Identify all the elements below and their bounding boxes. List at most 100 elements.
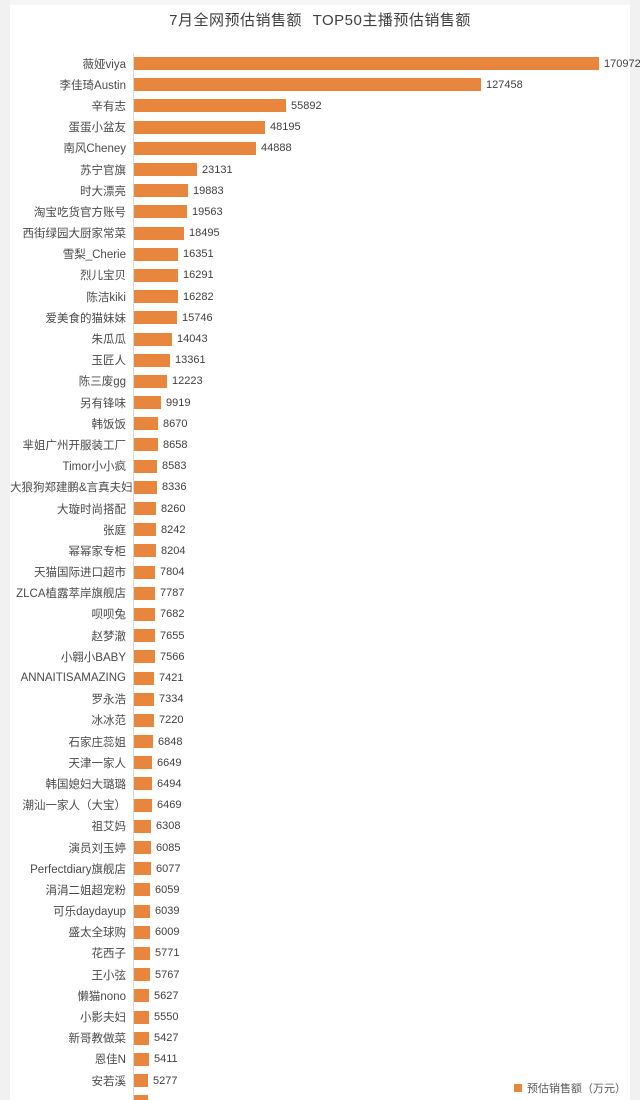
category-label: 祖艾妈 (91, 821, 127, 834)
bar-row: 辛有志 55892 (10, 95, 640, 117)
bar-zone: 6009 (133, 921, 640, 943)
bar-zone: 8658 (133, 434, 640, 456)
value-label: 6848 (158, 735, 183, 748)
bar (134, 798, 152, 812)
value-label: 6009 (155, 926, 180, 939)
category-label: 涓涓二姐超宠粉 (45, 884, 127, 897)
value-label: 7655 (160, 629, 185, 642)
bar-zone: 6494 (133, 773, 640, 795)
category-label: 芈姐广州开服装工厂 (22, 439, 127, 452)
bar (134, 841, 151, 855)
bar-row: 懒猫nono 5627 (10, 985, 640, 1007)
category-label: 蛋蛋小盆友 (68, 122, 127, 135)
value-label: 6308 (156, 820, 181, 833)
bar (134, 629, 155, 643)
bar (134, 523, 156, 537)
bar (134, 438, 158, 452)
bar-row: 天津一家人 6649 (10, 752, 640, 774)
value-label: 9919 (166, 396, 191, 409)
value-label: 5411 (154, 1053, 178, 1066)
category-label: 罗永浩 (91, 694, 127, 707)
value-label: 5771 (155, 947, 180, 960)
bar-zone: 5767 (133, 964, 640, 986)
category-label: 南风Cheney (63, 143, 126, 156)
category-label: 大璇时尚搭配 (57, 503, 126, 516)
bar-zone: 6308 (133, 815, 640, 837)
chart-title: 7月全网预估销售额 TOP50主播预估销售额 (169, 12, 471, 29)
bar-zone: 6469 (133, 794, 640, 816)
bar (134, 904, 150, 918)
bar-row: 大璇时尚搭配 8260 (10, 497, 640, 520)
value-label: 6469 (157, 799, 182, 812)
bar (134, 311, 177, 325)
bar (134, 565, 155, 579)
bar-row: 烈儿宝贝 16291 (10, 264, 640, 287)
bar (134, 290, 178, 304)
value-label: 13361 (175, 354, 206, 367)
bar-zone: 6848 (133, 731, 640, 753)
bar-zone: 16282 (133, 286, 640, 308)
bar-zone: 44888 (133, 137, 640, 159)
bar-zone: 16351 (133, 243, 640, 265)
value-label: 8260 (161, 502, 186, 515)
bar-row: 另有锋味 9919 (10, 392, 640, 414)
value-label: 15746 (182, 311, 213, 324)
value-label: 8204 (161, 544, 186, 557)
value-label: 5550 (154, 1011, 179, 1024)
bar (134, 1074, 148, 1088)
category-label: 天津一家人 (68, 757, 127, 770)
bar-row: 薇娅viya 170972 (10, 53, 640, 75)
bar-row: 芈姐广州开服装工厂 8658 (10, 434, 640, 456)
value-label: 6085 (156, 841, 181, 854)
bar (134, 99, 286, 113)
bar-row: 小影夫妇 5550 (10, 1006, 640, 1028)
value-label: 14043 (177, 333, 208, 346)
bar-row: 南风Cheney 44888 (10, 137, 640, 159)
bar (134, 968, 150, 982)
bar-zone: 8583 (133, 455, 640, 477)
bar-row: 陈洁kiki 16282 (10, 286, 640, 308)
value-label: 170972 (604, 57, 640, 70)
bar-zone: 7682 (133, 603, 640, 626)
bar-row: 冰冰范 7220 (10, 709, 640, 731)
bar-row: ANNAITISAMAZING 7421 (10, 667, 640, 689)
category-label: 盛太全球购 (68, 927, 127, 940)
bar (134, 777, 152, 791)
value-label: 7220 (159, 714, 184, 727)
bar-zone: 7334 (133, 688, 640, 710)
category-label: Timor小小疯 (62, 461, 126, 474)
category-label: 小影夫妇 (80, 1012, 126, 1025)
value-label: 7566 (160, 650, 185, 663)
value-label: 18495 (189, 227, 220, 240)
value-label: 55892 (291, 99, 322, 112)
category-label: 苏宁官旗 (80, 164, 126, 177)
bar-zone: 15746 (133, 307, 640, 329)
bar-row: 韩国媳妇大璐璐 6494 (10, 773, 640, 795)
bar (134, 226, 184, 240)
value-label: 19883 (193, 184, 224, 197)
bar-row: 李佳琦Austin 127458 (10, 74, 640, 96)
category-label: 朱瓜瓜 (91, 334, 127, 347)
category-label: 陈三废gg (78, 376, 126, 389)
value-label: 7787 (160, 587, 185, 600)
bar-row: Timor小小疯 8583 (10, 455, 640, 477)
bar (134, 141, 256, 155)
bar-row: 爱美食的猫妹妹 15746 (10, 307, 640, 329)
page-edge-left (0, 0, 10, 1100)
bar-row: 盛太全球购 6009 (10, 921, 640, 943)
value-label: 6494 (157, 777, 182, 790)
value-label: 16291 (183, 269, 214, 282)
bar (134, 120, 265, 134)
category-label: 懒猫nono (77, 990, 126, 1003)
bar-row: 演员刘玉婷 6085 (10, 836, 640, 859)
bar-zone: 7787 (133, 582, 640, 604)
bar-zone: 5627 (133, 985, 640, 1007)
bar-zone: 5427 (133, 1027, 640, 1049)
bar-row: 新哥教做菜 5427 (10, 1027, 640, 1049)
bar (134, 332, 172, 346)
bar (134, 819, 151, 833)
bar-zone: 8204 (133, 540, 640, 562)
bar-zone: 5550 (133, 1006, 640, 1028)
bar-chart: 薇娅viya 170972 李佳琦Austin 127458 辛有志 55892… (10, 53, 640, 1100)
